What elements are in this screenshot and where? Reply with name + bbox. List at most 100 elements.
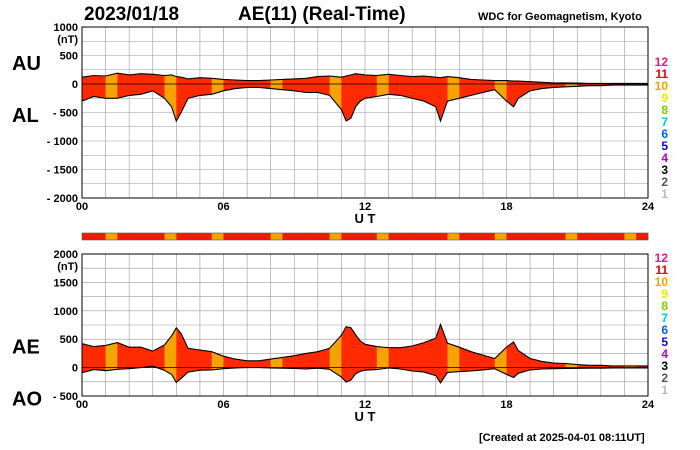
ae-ao-xtick-label: 12 (359, 399, 371, 411)
ae-ao-xtick-label: 18 (500, 399, 512, 411)
au-al-reduced-station-band (447, 73, 460, 121)
station-count-segment (129, 233, 142, 240)
station-count-segment (306, 233, 319, 240)
station-legend-entry: 1 (661, 383, 668, 397)
au-al-xtick-label: 24 (642, 201, 655, 213)
station-count-segment (376, 233, 389, 240)
station-count-segment (93, 233, 106, 240)
credit-label: WDC for Geomagnetism, Kyoto (478, 11, 642, 23)
ae-ao-lower-index-label: AO (12, 389, 42, 411)
station-count-segment (270, 233, 283, 240)
station-legend-entry: 11 (655, 263, 668, 277)
station-count-segment (553, 233, 566, 240)
ae-ao-frame (81, 253, 649, 397)
au-al-ytick-label: 0 (72, 79, 78, 91)
station-count-segment (506, 233, 519, 240)
ae-ao-ae-line (81, 322, 648, 367)
au-al-xtick-label: 06 (217, 201, 229, 213)
ae-ao-xlabel: U T (355, 409, 376, 424)
au-al-xtick-label: 12 (359, 201, 371, 213)
station-count-bar-frame (81, 232, 649, 241)
station-count-segment (412, 233, 425, 240)
station-count-segment (199, 233, 213, 240)
station-count-segment (294, 233, 307, 240)
station-legend-entry: 8 (661, 103, 668, 117)
station-count-bar (81, 232, 649, 241)
station-count-segment (176, 233, 189, 240)
ae-ao-reduced-station-band (105, 324, 118, 383)
ae-ao-xtick-label: 00 (76, 399, 88, 411)
station-count-segment (188, 233, 201, 240)
ae-ao-ytick-label: 1000 (54, 306, 78, 318)
station-legend-entry: 10 (655, 79, 669, 93)
ae-ao-reduced-station-band (164, 324, 177, 383)
station-legend-entry: 9 (661, 91, 668, 105)
station-legend-entry: 5 (661, 335, 668, 349)
station-count-segment (482, 233, 496, 240)
station-legend-entry: 12 (655, 55, 669, 69)
station-count-segment (223, 233, 236, 240)
station-count-segment (211, 233, 224, 240)
ae-ao-ytick-label: 500 (60, 334, 78, 346)
ae-ao-xtick-label: 24 (642, 399, 655, 411)
au-al-xtick-label: 00 (76, 201, 88, 213)
au-al-au-line (81, 72, 648, 84)
station-legend-entry: 4 (661, 347, 668, 361)
station-count-segment (341, 233, 354, 240)
station-count-segment (447, 233, 460, 240)
ae-ao-chart: 2000 1500 1000 500 0 - 500 (nT) 00 06 12 18 24 U T AE… (12, 249, 655, 424)
station-count-segment (140, 233, 154, 240)
station-count-segment (152, 233, 165, 240)
ae-ao-upper-index-label: AE (12, 337, 40, 359)
ae-ao-ao-line (81, 365, 648, 384)
chart-title: AE(11) (Real-Time) (238, 4, 406, 25)
au-al-unit-label: (nT) (57, 34, 78, 46)
au-al-ytick-label: - 1500 (47, 165, 78, 177)
station-legend-entry: 1 (661, 187, 668, 201)
station-count-segment (518, 233, 531, 240)
ae-ao-ytick-label: 0 (72, 363, 78, 375)
station-legend-entry: 5 (661, 139, 668, 153)
station-count-segment (117, 233, 130, 240)
au-al-frame (81, 26, 649, 199)
ae-ao-reduced-station-band (447, 324, 460, 383)
station-count-segment (624, 233, 637, 240)
au-al-xtick-label: 18 (500, 201, 512, 213)
au-al-reduced-station-band (164, 73, 177, 121)
au-al-reduced-station-band (329, 73, 342, 121)
station-count-segment (435, 233, 448, 240)
station-count-segment (247, 233, 260, 240)
station-legend-entry: 2 (661, 371, 668, 385)
station-legend-entry: 7 (661, 115, 668, 129)
station-count-segment (105, 233, 118, 240)
station-count-segment (235, 233, 248, 240)
au-al-ytick-label: - 2000 (47, 193, 78, 205)
ae-ao-xtick-label: 06 (217, 399, 229, 411)
station-legend-entry: 9 (661, 287, 668, 301)
station-count-segment (459, 233, 472, 240)
station-legend-entry: 8 (661, 299, 668, 313)
station-count-segment (282, 233, 295, 240)
station-count-segment (471, 233, 484, 240)
station-legend-entry: 3 (661, 359, 668, 373)
ae-ao-reduced-station-band (329, 324, 342, 383)
station-count-segment (365, 233, 378, 240)
station-count-segment (636, 233, 649, 240)
station-count-segment (317, 233, 330, 240)
au-al-chart: 1000 500 0 - 500 - 1000 - 1500 - 2000 (nT) 00 06 1… (12, 22, 655, 226)
station-legend-entry: 10 (655, 275, 669, 289)
au-al-xlabel: U T (355, 211, 376, 226)
ae-ao-reduced-station-band (494, 324, 507, 383)
station-count-segment (353, 233, 366, 240)
station-legend-entry: 4 (661, 151, 668, 165)
station-count-segment (541, 233, 554, 240)
au-al-ytick-label: 1000 (54, 22, 78, 34)
station-count-segment (530, 233, 543, 240)
station-legend-entry: 6 (661, 127, 668, 141)
au-al-al-line (81, 84, 648, 123)
station-count-segment (600, 233, 613, 240)
station-count-segment (494, 233, 507, 240)
